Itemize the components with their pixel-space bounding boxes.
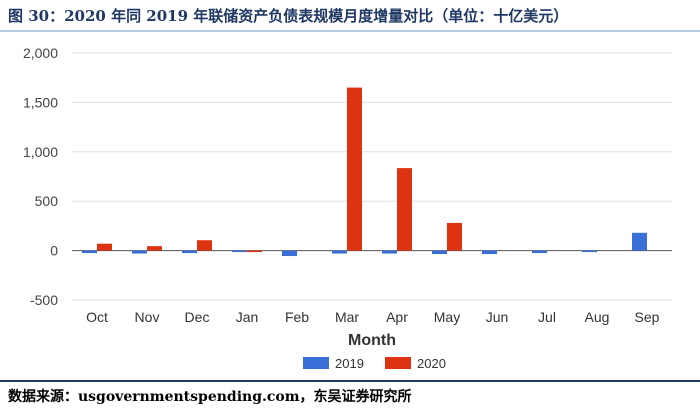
x-tick-label: Jan bbox=[236, 309, 259, 325]
y-tick-label: 1,500 bbox=[23, 94, 58, 110]
bar-2019-may bbox=[432, 250, 447, 255]
x-tick-label: Jul bbox=[538, 309, 556, 325]
bar-2019-jun bbox=[482, 250, 497, 255]
legend: 2019 2020 bbox=[303, 356, 446, 371]
y-tick-label: 500 bbox=[35, 193, 59, 209]
x-tick-label: Sep bbox=[635, 309, 660, 325]
bar-2020-dec bbox=[197, 240, 212, 251]
bar-2019-oct bbox=[82, 250, 97, 254]
bar-2019-jan bbox=[232, 250, 247, 253]
source-note: 数据来源：usgovernmentspending.com，东吴证券研究所 bbox=[8, 389, 412, 405]
x-tick-label: Oct bbox=[86, 309, 108, 325]
bar-2019-aug bbox=[582, 250, 597, 253]
bar-2019-apr bbox=[382, 250, 397, 254]
bar-2020-nov bbox=[147, 246, 162, 251]
bar-2020-oct bbox=[97, 243, 112, 251]
y-tick-label: 2,000 bbox=[23, 45, 58, 61]
bar-2019-feb bbox=[282, 250, 297, 257]
y-tick-label: -500 bbox=[30, 292, 58, 308]
x-tick-label: Dec bbox=[185, 309, 210, 325]
figure-title: 图 30：2020 年同 2019 年联储资产负债表规模月度增量对比（单位：十亿… bbox=[8, 7, 569, 25]
x-tick-label: May bbox=[434, 309, 460, 325]
x-tick-label: Nov bbox=[135, 309, 160, 325]
x-tick-label: Apr bbox=[386, 309, 408, 325]
bar-2019-dec bbox=[182, 250, 197, 254]
bars bbox=[82, 87, 647, 257]
legend-swatch-2020 bbox=[385, 357, 411, 369]
footer-divider bbox=[0, 380, 700, 382]
bar-2019-mar bbox=[332, 250, 347, 254]
bar-2019-nov bbox=[132, 250, 147, 254]
legend-swatch-2019 bbox=[303, 357, 329, 369]
title-bar: 图 30：2020 年同 2019 年联储资产负债表规模月度增量对比（单位：十亿… bbox=[0, 0, 700, 32]
bar-2019-sep bbox=[632, 232, 647, 251]
x-tick-label: Feb bbox=[285, 309, 309, 325]
x-tick-label: Aug bbox=[585, 309, 610, 325]
x-tick-labels: Oct Nov Dec Jan Feb Mar Apr May Jun Jul Aug Sep bbox=[86, 309, 660, 325]
x-tick-label: Jun bbox=[486, 309, 509, 325]
bar-2020-jan bbox=[247, 250, 262, 253]
bar-2020-apr bbox=[397, 168, 412, 251]
x-tick-label: Mar bbox=[335, 309, 359, 325]
legend-label-2019: 2019 bbox=[335, 356, 364, 371]
y-tick-label: 0 bbox=[50, 243, 58, 259]
x-axis-title: Month bbox=[348, 332, 396, 349]
bar-2020-mar bbox=[347, 87, 362, 251]
y-tick-label: 1,000 bbox=[23, 144, 58, 160]
bar-2020-may bbox=[447, 222, 462, 251]
legend-label-2020: 2020 bbox=[417, 356, 446, 371]
bar-chart: 2,000 1,500 1,000 500 0 -500 Oct Nov Dec Jan Feb M… bbox=[23, 45, 672, 371]
bar-2019-jul bbox=[532, 250, 547, 254]
y-tick-labels: 2,000 1,500 1,000 500 0 -500 bbox=[23, 45, 58, 308]
gridlines bbox=[72, 52, 672, 301]
